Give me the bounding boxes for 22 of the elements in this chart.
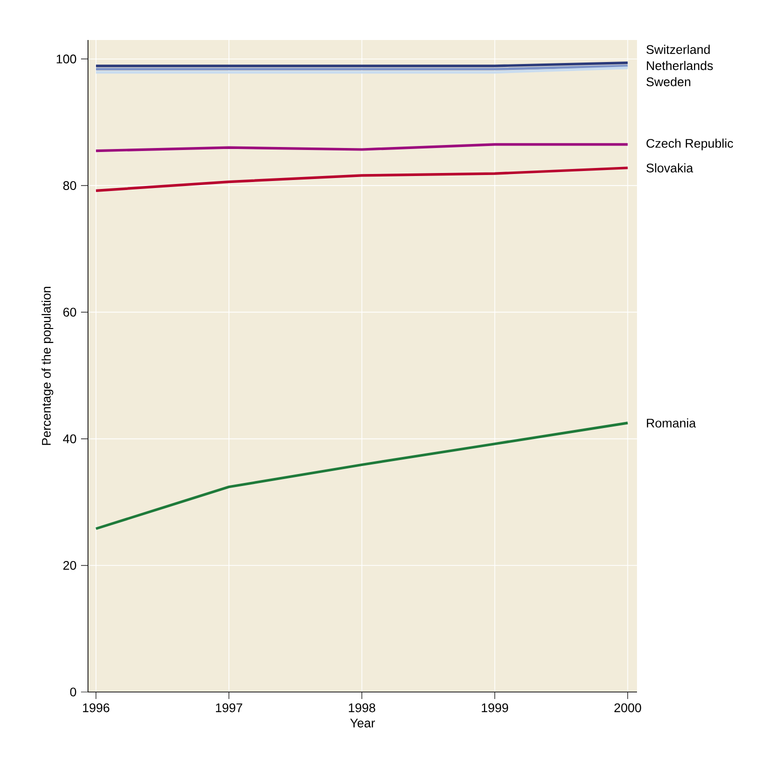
x-axis-title: Year: [350, 718, 375, 728]
y-tick-label: 60: [63, 308, 76, 317]
x-tick-label: 1998: [348, 703, 376, 712]
line-series: [94, 166, 630, 192]
y-tick-label: 20: [63, 560, 76, 570]
series-label: Switzerland: [646, 44, 710, 54]
series-label: Netherlands: [646, 60, 713, 70]
series-label: Slovakia: [646, 163, 694, 172]
x-tick-label: 2000: [614, 703, 642, 712]
y-tick-label: 80: [63, 181, 76, 190]
series-label: Romania: [646, 418, 696, 428]
line-series: [94, 143, 630, 152]
line-series: [94, 422, 630, 530]
y-tick-label: 40: [63, 434, 76, 444]
series-label: Sweden: [646, 77, 690, 86]
y-tick-label: 0: [70, 688, 76, 696]
x-tick-label: 1996: [83, 703, 110, 712]
x-tick-label: 1999: [482, 703, 508, 712]
series-label: Czech Republic: [646, 138, 734, 150]
y-tick-label: 100: [56, 54, 76, 64]
y-axis-title: Percentage of the population: [42, 286, 54, 445]
x-tick-label: 1997: [216, 703, 242, 712]
